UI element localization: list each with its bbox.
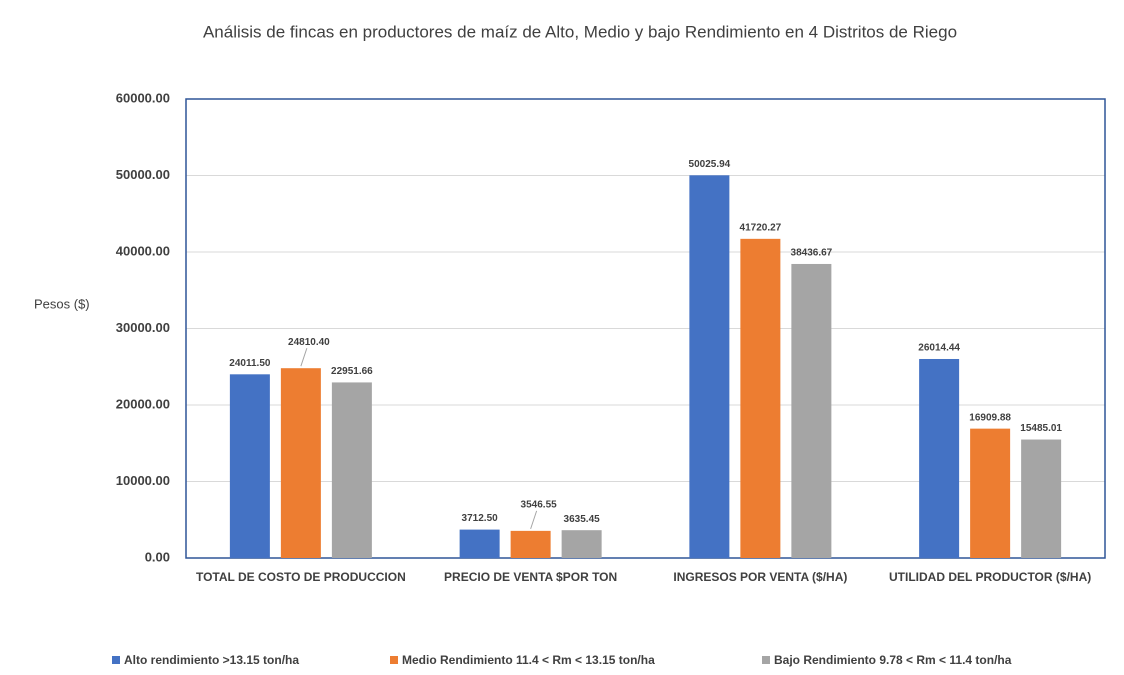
bar [791, 263, 832, 558]
leader-line [530, 510, 538, 530]
value-label: 24011.50 [229, 358, 271, 369]
bar [740, 238, 781, 558]
value-label: 3635.45 [564, 514, 601, 525]
value-label: 3712.50 [462, 513, 499, 524]
x-tick-label: TOTAL DE COSTO DE PRODUCCION [196, 570, 406, 584]
bar [331, 382, 372, 558]
x-tick-label: PRECIO DE VENTA $POR TON [444, 570, 617, 584]
legend-label: Bajo Rendimiento 9.78 < Rm < 11.4 ton/ha [774, 653, 1012, 667]
x-tick-label: UTILIDAD DEL PRODUCTOR ($/HA) [889, 570, 1091, 584]
y-tick-label: 0.00 [145, 549, 170, 564]
legend-swatch [112, 656, 120, 664]
value-label: 26014.44 [918, 343, 960, 354]
bar [561, 530, 602, 558]
bar [229, 374, 270, 558]
bar [689, 175, 730, 558]
y-tick-label: 20000.00 [116, 396, 170, 411]
y-tick-label: 60000.00 [116, 90, 170, 105]
bar [970, 428, 1011, 558]
legend-label: Alto rendimiento >13.15 ton/ha [124, 653, 299, 667]
bar [1021, 439, 1062, 558]
value-label: 24810.40 [288, 337, 330, 348]
y-tick-label: 30000.00 [116, 320, 170, 335]
value-label: 38436.67 [791, 248, 833, 259]
y-tick-label: 50000.00 [116, 167, 170, 182]
y-tick-label: 10000.00 [116, 473, 170, 488]
leader-line [300, 348, 308, 367]
bar [510, 530, 551, 558]
value-label: 50025.94 [689, 159, 731, 170]
bar [280, 368, 321, 558]
bar [919, 358, 960, 558]
legend-label: Medio Rendimiento 11.4 < Rm < 13.15 ton/… [402, 653, 655, 667]
legend-swatch [390, 656, 398, 664]
value-label: 15485.01 [1020, 423, 1062, 434]
value-label: 3546.55 [521, 500, 558, 511]
value-label: 22951.66 [331, 366, 373, 377]
bar [459, 529, 500, 558]
plot-border [185, 98, 1106, 559]
y-axis-label: Pesos ($) [34, 296, 90, 311]
value-label: 16909.88 [969, 412, 1011, 423]
x-tick-label: INGRESOS POR VENTA ($/HA) [673, 570, 847, 584]
legend-swatch [762, 656, 770, 664]
y-tick-label: 40000.00 [116, 243, 170, 258]
value-label: 41720.27 [740, 222, 782, 233]
chart-title: Análisis de fincas en productores de maí… [203, 22, 957, 41]
